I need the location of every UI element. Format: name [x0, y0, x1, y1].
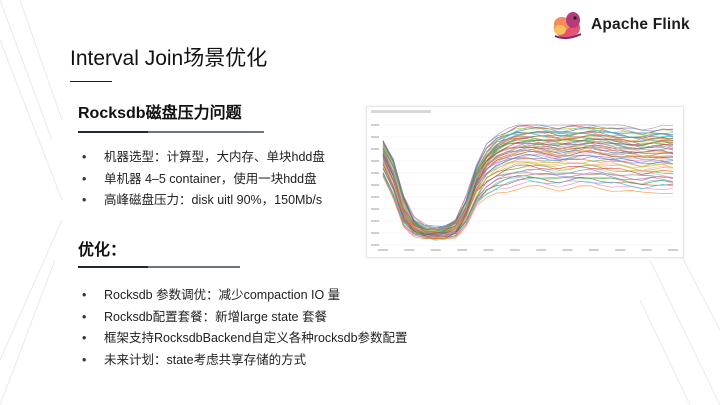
chart-series-line — [382, 150, 674, 235]
chart-series-line — [382, 144, 674, 235]
x-tick-label — [430, 249, 441, 251]
title-underline — [70, 81, 112, 82]
list-item-text: 机器选型：计算型，大内存、单块hdd盘 — [104, 150, 325, 164]
x-tick-label — [588, 249, 599, 251]
x-tick-label — [641, 249, 652, 251]
chart-series-line — [382, 172, 674, 238]
list-item: • Rocksdb 参数调优：减少compaction IO 量 — [80, 285, 408, 307]
x-tick-label — [509, 249, 520, 251]
x-tick-label — [404, 249, 415, 251]
chart-series-line — [382, 158, 674, 235]
y-tick-label — [371, 136, 379, 138]
chart-series-line — [382, 160, 674, 239]
x-tick-label — [668, 249, 678, 251]
chart-series-line — [382, 153, 674, 237]
chart-series-line — [382, 125, 674, 231]
chart-header-label — [371, 110, 431, 113]
bullet-marker: • — [82, 309, 87, 324]
list-item: • 单机器 4–5 container，使用一块hdd盘 — [80, 169, 325, 191]
bullet-marker: • — [82, 288, 87, 302]
list-item-text: 单机器 4–5 container，使用一块hdd盘 — [104, 171, 317, 186]
y-tick-label — [371, 160, 379, 162]
chart-series-line — [382, 124, 674, 229]
chart-series-line — [382, 164, 674, 235]
chart-series-line — [382, 168, 674, 239]
chart-series-group — [382, 124, 674, 241]
chart-series-line — [382, 173, 674, 241]
x-tick-label — [536, 249, 547, 251]
list-item: • 高峰磁盘压力：disk uitl 90%，150Mb/s — [80, 190, 325, 212]
bullet-marker: • — [82, 171, 87, 186]
page-title: Interval Join场景优化 — [70, 47, 268, 70]
x-tick-label — [378, 249, 388, 251]
chart-series-line — [382, 127, 674, 231]
disk-util-chart — [366, 106, 684, 258]
y-tick-label — [371, 244, 379, 246]
list-item: • Rocksdb配置套餐：新增large state 套餐 — [80, 307, 408, 329]
y-tick-label — [371, 172, 379, 174]
list-item-text: 未来计划：state考虑共享存储的方式 — [104, 352, 307, 367]
list-item: • 未来计划：state考虑共享存储的方式 — [80, 350, 408, 372]
list-item-text: 框架支持RocksdbBackend自定义各种rocksdb参数配置 — [104, 331, 408, 345]
list-item: • 框架支持RocksdbBackend自定义各种rocksdb参数配置 — [80, 328, 408, 350]
list-item-text: Rocksdb 参数调优：减少compaction IO 量 — [104, 288, 341, 302]
section-underline — [78, 266, 240, 268]
list-item-text: Rocksdb配置套餐：新增large state 套餐 — [104, 309, 327, 324]
bullet-marker: • — [82, 331, 87, 345]
x-tick-label — [562, 249, 573, 251]
y-tick-label — [371, 184, 379, 186]
list-item-text: 高峰磁盘压力：disk uitl 90%，150Mb/s — [104, 193, 323, 207]
bullet-marker: • — [82, 193, 87, 207]
chart-series-line — [382, 136, 674, 233]
squirrel-logo-icon — [554, 12, 582, 40]
section-underline — [78, 131, 264, 133]
section-heading-rocksdb: Rocksdb磁盘压力问题 — [78, 105, 242, 122]
chart-series-line — [382, 146, 674, 236]
brand-logo: Apache Flink — [551, 10, 690, 40]
x-tick-label — [457, 249, 468, 251]
x-tick-label — [615, 249, 626, 251]
chart-series-line — [382, 139, 674, 233]
y-tick-label — [371, 220, 379, 222]
rocksdb-issue-list: • 机器选型：计算型，大内存、单块hdd盘 • 单机器 4–5 container，… — [80, 147, 325, 212]
bullet-marker: • — [82, 150, 87, 164]
chart-series-line — [382, 135, 674, 232]
brand-name: Apache Flink — [591, 16, 690, 33]
y-tick-label — [371, 124, 379, 126]
y-tick-label — [371, 196, 379, 198]
chart-series-line — [382, 176, 674, 240]
y-tick-label — [371, 208, 379, 210]
section-heading-optimization: 优化： — [78, 242, 127, 259]
y-tick-label — [371, 148, 379, 150]
y-tick-label — [371, 232, 379, 234]
disk-util-chart-svg — [371, 110, 678, 251]
optimization-list: • Rocksdb 参数调优：减少compaction IO 量 • Rocksdb… — [80, 285, 408, 371]
bullet-marker: • — [82, 352, 87, 367]
list-item: • 机器选型：计算型，大内存、单块hdd盘 — [80, 147, 325, 169]
x-tick-label — [483, 249, 494, 251]
